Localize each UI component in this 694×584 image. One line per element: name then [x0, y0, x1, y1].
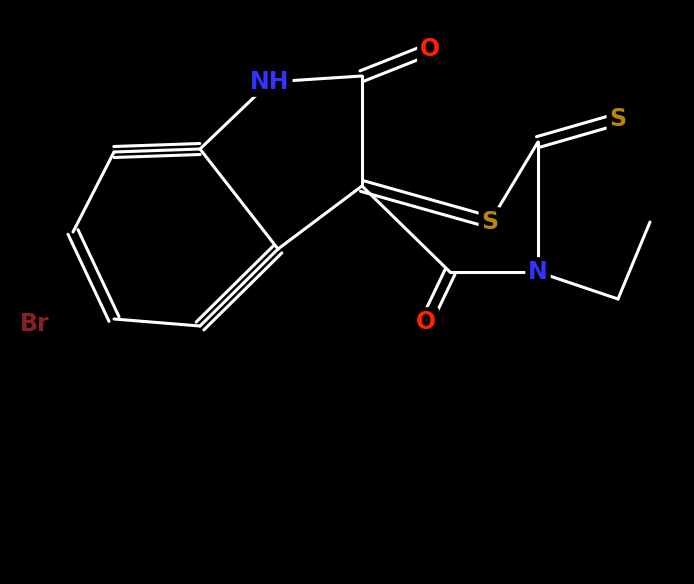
Text: O: O — [420, 37, 440, 61]
Text: N: N — [528, 260, 548, 284]
Text: O: O — [416, 310, 436, 334]
Text: Br: Br — [20, 312, 50, 336]
Text: NH: NH — [251, 70, 290, 94]
Text: S: S — [609, 107, 627, 131]
Text: S: S — [482, 210, 498, 234]
